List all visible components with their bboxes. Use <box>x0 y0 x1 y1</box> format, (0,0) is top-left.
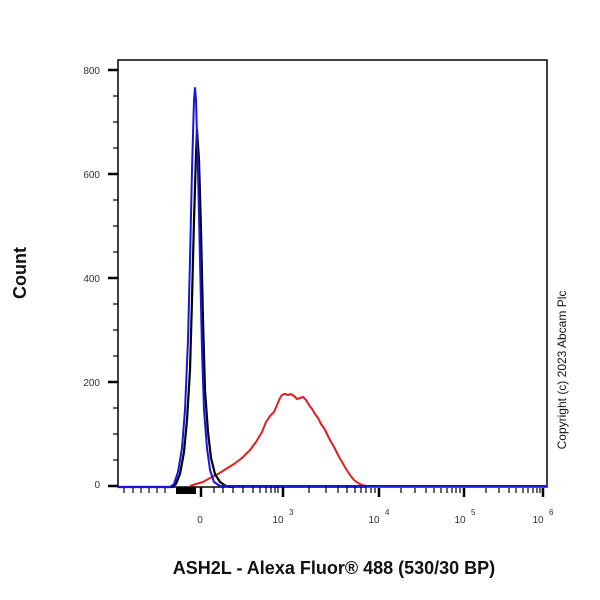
y-tick-200: 200 <box>83 378 100 389</box>
x-tick-1e5: 10 5 <box>454 508 476 526</box>
x-tick-1e6: 10 6 <box>532 508 554 526</box>
x-tick-1e4: 10 4 <box>368 508 390 526</box>
x-tick-0: 0 <box>197 515 203 526</box>
copyright-notice: Copyright (c) 2023 Abcam Plc <box>555 291 569 450</box>
svg-text:3: 3 <box>289 508 294 517</box>
svg-text:4: 4 <box>385 508 390 517</box>
series-isotype-blue <box>118 87 547 488</box>
svg-text:10: 10 <box>272 515 284 526</box>
y-tick-400: 400 <box>83 274 100 285</box>
y-axis-title: Count <box>10 247 30 299</box>
y-tick-800: 800 <box>83 66 100 77</box>
y-tick-0: 0 <box>94 480 100 491</box>
plot-area <box>117 59 548 488</box>
x-axis <box>123 487 545 497</box>
series-ash2l-red <box>189 393 547 488</box>
x-axis-title: ASH2L - Alexa Fluor® 488 (530/30 BP) <box>173 558 495 578</box>
svg-text:5: 5 <box>471 508 476 517</box>
svg-text:10: 10 <box>368 515 380 526</box>
y-axis <box>108 68 118 488</box>
x-tick-1e3: 10 3 <box>272 508 294 526</box>
svg-text:10: 10 <box>532 515 544 526</box>
svg-text:10: 10 <box>454 515 466 526</box>
svg-text:6: 6 <box>549 508 554 517</box>
y-tick-600: 600 <box>83 170 100 181</box>
histogram-curves <box>118 87 547 489</box>
